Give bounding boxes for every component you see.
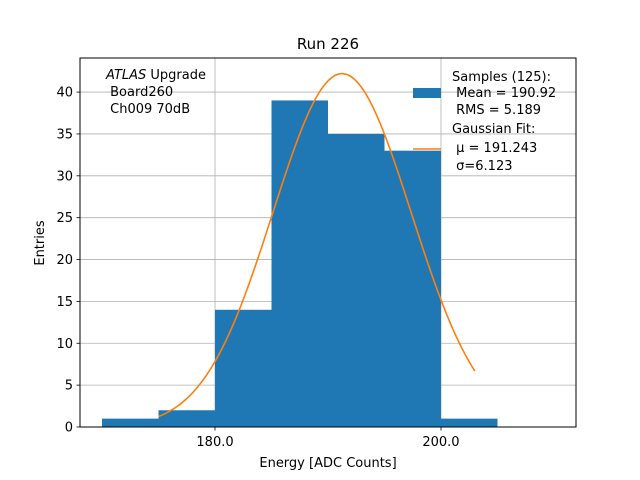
y-tick-label: 20 xyxy=(56,253,73,268)
chart-title: Run 226 xyxy=(297,35,359,53)
y-tick-label: 10 xyxy=(56,337,73,352)
annotation-line-3: Ch009 70dB xyxy=(106,102,190,117)
annotation-line-1: ATLAS Upgrade xyxy=(105,68,206,83)
gaussian-fit-curve xyxy=(158,72,476,418)
legend-fit-line-2: μ = 191.243 xyxy=(452,141,537,156)
legend-samples-swatch xyxy=(413,88,441,98)
axis-ticks: 0 5 10 15 20 25 30 35 40 180.0 200.0 xyxy=(56,86,459,450)
annotation-upgrade: Upgrade xyxy=(146,68,206,83)
legend-fit-line-1: Gaussian Fit: xyxy=(452,122,535,137)
y-tick-label: 35 xyxy=(56,127,73,142)
histogram-bar xyxy=(102,418,159,427)
legend: Samples (125): Mean = 190.92 RMS = 5.189… xyxy=(413,70,556,174)
legend-fit-line-3: σ=6.123 xyxy=(452,159,512,174)
histogram-bar xyxy=(440,418,498,427)
legend-samples-line-2: Mean = 190.92 xyxy=(452,86,556,101)
histogram-bar xyxy=(215,309,272,427)
atlas-annotation: ATLAS Upgrade Board260 Ch009 70dB xyxy=(105,68,206,117)
histogram-bars xyxy=(102,100,498,428)
x-tick-label: 200.0 xyxy=(422,435,459,450)
legend-samples-line-3: RMS = 5.189 xyxy=(452,103,541,118)
histogram-bar xyxy=(384,150,441,428)
histogram-bar xyxy=(158,410,216,427)
x-axis-label: Energy [ADC Counts] xyxy=(259,456,396,471)
y-tick-label: 15 xyxy=(56,295,73,310)
y-tick-label: 0 xyxy=(65,421,73,436)
y-axis-label: Entries xyxy=(33,220,48,266)
y-tick-label: 5 xyxy=(65,379,73,394)
plot-frame xyxy=(79,57,577,428)
histogram-bar xyxy=(271,100,328,427)
y-tick-label: 30 xyxy=(56,169,73,184)
annotation-atlas: ATLAS xyxy=(105,68,146,83)
annotation-line-2: Board260 xyxy=(106,85,173,100)
legend-samples-line-1: Samples (125): xyxy=(452,70,551,85)
y-tick-label: 40 xyxy=(56,86,73,101)
x-tick-label: 180.0 xyxy=(196,435,233,450)
histogram-bar xyxy=(328,133,385,428)
y-tick-label: 25 xyxy=(56,211,73,226)
